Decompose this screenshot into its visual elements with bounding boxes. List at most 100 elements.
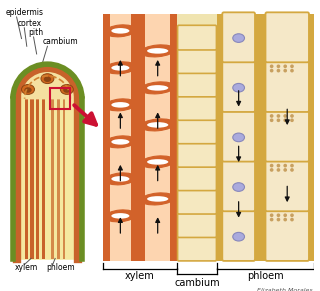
- FancyBboxPatch shape: [266, 210, 309, 261]
- Bar: [103, 14, 314, 261]
- Text: cambium: cambium: [42, 37, 78, 46]
- Bar: [223, 14, 255, 261]
- Text: epidermis: epidermis: [6, 8, 44, 17]
- Circle shape: [283, 168, 287, 172]
- Circle shape: [276, 64, 280, 68]
- Text: xylem: xylem: [14, 262, 38, 272]
- Ellipse shape: [63, 87, 71, 93]
- Circle shape: [276, 164, 280, 167]
- Bar: [25, 99, 28, 259]
- Bar: [139, 14, 177, 261]
- FancyBboxPatch shape: [178, 25, 216, 50]
- Circle shape: [276, 218, 280, 221]
- Bar: [50, 88, 70, 109]
- Bar: [62, 99, 65, 259]
- Ellipse shape: [41, 74, 54, 84]
- FancyBboxPatch shape: [222, 210, 255, 261]
- FancyBboxPatch shape: [266, 12, 309, 62]
- Circle shape: [283, 164, 287, 167]
- Ellipse shape: [111, 65, 129, 71]
- Bar: [138, 14, 139, 261]
- Circle shape: [283, 64, 287, 68]
- Ellipse shape: [141, 82, 175, 94]
- Ellipse shape: [233, 133, 244, 142]
- Ellipse shape: [105, 210, 136, 222]
- Ellipse shape: [147, 159, 168, 165]
- Circle shape: [283, 69, 287, 72]
- Bar: [217, 14, 314, 261]
- Ellipse shape: [111, 176, 129, 182]
- Bar: [103, 14, 138, 261]
- Polygon shape: [20, 72, 75, 99]
- FancyBboxPatch shape: [178, 49, 216, 73]
- Bar: [52, 99, 54, 259]
- Circle shape: [270, 114, 274, 118]
- Ellipse shape: [147, 196, 168, 202]
- Circle shape: [276, 118, 280, 122]
- Circle shape: [283, 118, 287, 122]
- Circle shape: [270, 64, 274, 68]
- Ellipse shape: [233, 183, 244, 191]
- Ellipse shape: [111, 213, 129, 219]
- Circle shape: [290, 168, 294, 172]
- Bar: [30, 99, 34, 259]
- Ellipse shape: [105, 99, 136, 111]
- Ellipse shape: [105, 25, 136, 37]
- Ellipse shape: [141, 119, 175, 131]
- Circle shape: [290, 69, 294, 72]
- Circle shape: [283, 213, 287, 217]
- Circle shape: [276, 114, 280, 118]
- FancyBboxPatch shape: [178, 189, 216, 214]
- Text: xylem: xylem: [125, 271, 155, 281]
- FancyBboxPatch shape: [222, 12, 255, 62]
- Circle shape: [270, 218, 274, 221]
- FancyBboxPatch shape: [266, 111, 309, 162]
- FancyBboxPatch shape: [178, 143, 216, 167]
- FancyBboxPatch shape: [178, 96, 216, 120]
- Ellipse shape: [147, 122, 168, 128]
- Ellipse shape: [21, 84, 35, 94]
- Circle shape: [270, 69, 274, 72]
- Circle shape: [270, 118, 274, 122]
- Bar: [110, 14, 131, 261]
- Circle shape: [290, 218, 294, 221]
- Ellipse shape: [111, 28, 129, 34]
- Ellipse shape: [44, 77, 51, 82]
- Bar: [266, 14, 309, 261]
- Bar: [260, 14, 314, 261]
- Ellipse shape: [147, 85, 168, 91]
- Circle shape: [276, 213, 280, 217]
- Text: cortex: cortex: [18, 19, 42, 28]
- FancyBboxPatch shape: [178, 72, 216, 97]
- FancyBboxPatch shape: [266, 61, 309, 112]
- Ellipse shape: [141, 156, 175, 168]
- Text: pith: pith: [28, 28, 43, 37]
- Circle shape: [290, 118, 294, 122]
- Ellipse shape: [147, 48, 168, 54]
- Text: Elizabeth Morales: Elizabeth Morales: [257, 288, 313, 291]
- Circle shape: [283, 114, 287, 118]
- Circle shape: [270, 213, 274, 217]
- Ellipse shape: [233, 34, 244, 42]
- Circle shape: [276, 69, 280, 72]
- Polygon shape: [20, 72, 75, 259]
- Ellipse shape: [141, 45, 175, 57]
- Bar: [57, 99, 60, 259]
- Text: cambium: cambium: [174, 278, 220, 288]
- Circle shape: [270, 164, 274, 167]
- Circle shape: [290, 213, 294, 217]
- Ellipse shape: [60, 84, 73, 94]
- Bar: [145, 14, 170, 261]
- FancyBboxPatch shape: [178, 236, 216, 261]
- Bar: [42, 99, 45, 259]
- Ellipse shape: [105, 136, 136, 148]
- FancyBboxPatch shape: [178, 213, 216, 237]
- Text: phloem: phloem: [46, 262, 75, 272]
- Circle shape: [290, 114, 294, 118]
- Ellipse shape: [141, 193, 175, 205]
- Ellipse shape: [24, 87, 32, 93]
- Ellipse shape: [233, 233, 244, 241]
- Ellipse shape: [233, 84, 244, 92]
- Bar: [217, 14, 260, 261]
- Ellipse shape: [105, 173, 136, 185]
